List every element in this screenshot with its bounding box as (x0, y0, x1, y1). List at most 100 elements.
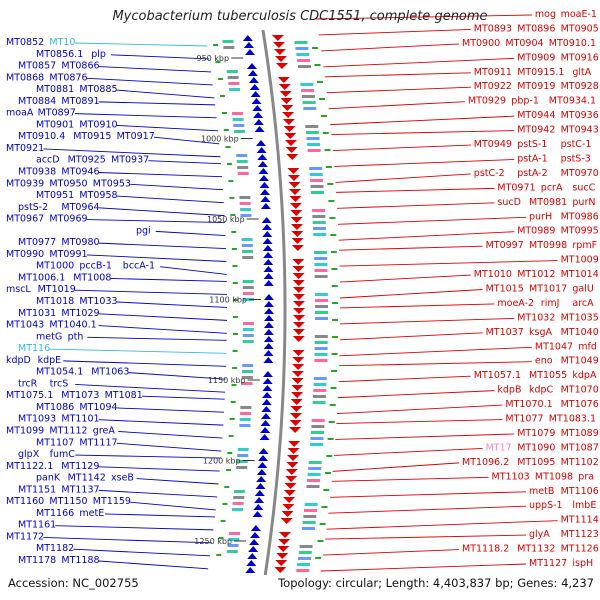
gene-label-right: MT1077 (505, 414, 543, 425)
gene-arrow-right (291, 385, 304, 391)
gene-label-left: xseB (111, 473, 134, 484)
feature-stripe-left (237, 448, 249, 451)
feature-stripe-right (313, 227, 326, 230)
gene-label-left: glpX (18, 449, 40, 460)
gene-arrow-right (276, 553, 289, 559)
connector-line-left (128, 372, 226, 380)
gene-label-right: pra (578, 471, 594, 482)
gene-label-right: MT1035 (561, 312, 599, 323)
feature-stripe-right (304, 503, 318, 506)
gene-arrow-left (263, 329, 274, 335)
feature-stripe-right (301, 95, 315, 98)
feature-stripe-left (242, 340, 254, 343)
gene-label-right: MT0936 (561, 110, 599, 121)
gene-label-right: MT1055 (529, 370, 567, 381)
gene-label-right: uppS-1 (529, 500, 563, 511)
gene-label-right: MT0928 (561, 81, 599, 92)
feature-stripe-right (314, 347, 328, 350)
feature-dash (232, 265, 238, 267)
feature-stripe-right (306, 485, 320, 488)
gene-arrow-right (287, 455, 300, 461)
gene-arrow-right (285, 476, 298, 482)
gene-arrow-left (262, 231, 273, 237)
feature-stripe-left (240, 214, 252, 217)
gene-label-right: kdpC (529, 385, 554, 396)
gene-label-left: MT1150 (49, 496, 87, 507)
feature-stripe-right (308, 467, 322, 470)
gene-label-left: MT1101 (61, 414, 99, 425)
gene-arrow-left (262, 378, 273, 384)
gene-label-right: mog (535, 9, 556, 20)
gene-label-right: MT1106 (561, 486, 599, 497)
gene-label-left: MT0958 (79, 190, 117, 201)
connector-line-right (331, 130, 515, 136)
feature-dash (232, 333, 238, 335)
gene-arrow-left (261, 406, 272, 412)
gene-arrow-left (263, 259, 274, 265)
feature-stripe-right (312, 401, 326, 404)
feature-stripe-left (241, 244, 253, 247)
gene-label-left: MT0857 (18, 61, 56, 72)
feature-stripe-left (232, 112, 243, 115)
connector-line-left (98, 207, 225, 217)
gene-label-left: MT1006.1 (18, 273, 65, 284)
feature-stripe-right (296, 53, 310, 56)
gene-label-right: MT1126 (561, 544, 599, 555)
gene-label-right: eno (535, 356, 553, 367)
scale-tick-label: 1250 kbp (194, 537, 232, 546)
connector-line-left (110, 54, 210, 60)
gene-arrow-left (262, 238, 273, 244)
feature-stripe-right (314, 269, 328, 272)
gene-label-left: MT1161 (18, 520, 56, 531)
feature-stripe-left (227, 76, 239, 79)
gene-label-right: pbp-1 (511, 96, 539, 107)
gene-label-right: MT1123 (561, 529, 599, 540)
gene-label-left: MT1081 (105, 390, 143, 401)
connector-line-right (335, 173, 471, 183)
scale-tick-label: 1000 kbp (201, 135, 239, 144)
feature-dash (222, 112, 227, 114)
gene-arrow-right (290, 406, 303, 412)
gene-label-right: arcA (572, 298, 594, 309)
gene-label-left: MT0901 (36, 119, 74, 130)
feature-stripe-left (236, 160, 248, 163)
gene-arrow-right (278, 84, 291, 90)
gene-label-left: MT1054.1 (36, 367, 83, 378)
feature-dash (332, 302, 338, 304)
gene-label-right: MT0919 (517, 81, 555, 92)
feature-stripe-left (228, 538, 240, 541)
connector-line-right (339, 289, 483, 299)
gene-arrow-left (252, 511, 263, 517)
gene-arrow-left (251, 98, 262, 104)
feature-stripe-left (241, 382, 253, 385)
gene-label-left: MT0891 (61, 96, 99, 107)
gene-label-left: MT0980 (61, 237, 99, 248)
feature-dash (323, 489, 330, 491)
gene-arrow-left (242, 35, 253, 41)
feature-dash (222, 503, 228, 505)
feature-dash (225, 146, 231, 148)
connector-line-right (328, 101, 465, 110)
feature-stripe-right (310, 443, 324, 446)
gene-arrow-right (292, 336, 305, 342)
feature-stripe-right (304, 509, 317, 512)
gene-arrow-right (292, 273, 305, 279)
gene-arrow-left (263, 315, 274, 321)
gene-label-right: MT1009 (561, 255, 599, 266)
connector-line-left (136, 478, 219, 485)
feature-stripe-left (236, 154, 248, 157)
gene-label-left: kdpE (38, 355, 62, 366)
gene-label-left: MT1137 (61, 484, 99, 495)
feature-dash (331, 336, 338, 338)
map-title: Mycobacterium tuberculosis CDC1551, comp… (112, 9, 487, 24)
gene-arrow-left (254, 126, 265, 132)
gene-label-right: MT1070.1 (505, 399, 552, 410)
connector-line-left (98, 560, 209, 570)
feature-stripe-left (242, 256, 254, 259)
feature-stripe-right (313, 233, 327, 236)
gene-label-left: MT0897 (38, 108, 76, 119)
connector-line-right (325, 534, 527, 540)
gene-label-right: galU (572, 284, 593, 295)
feature-dash (232, 350, 238, 352)
